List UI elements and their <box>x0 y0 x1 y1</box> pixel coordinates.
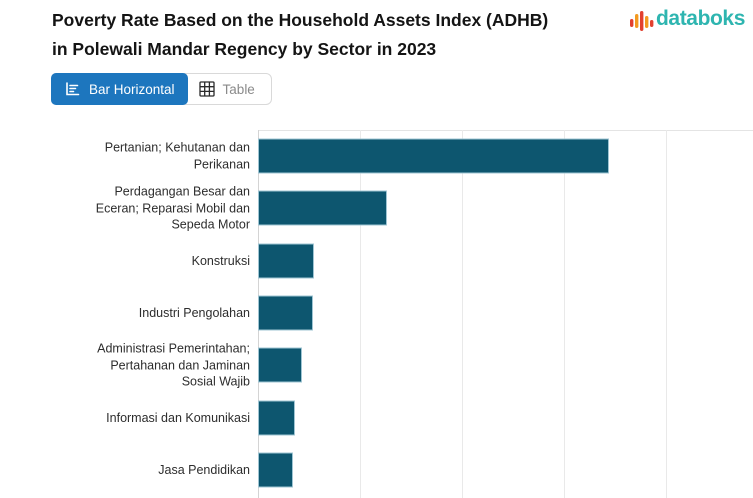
table-label: Table <box>222 81 255 97</box>
chart-row: Perdagangan Besar dan Eceran; Reparasi M… <box>0 182 753 234</box>
chart-row: Pertanian; Kehutanan dan Perikanan <box>0 130 753 182</box>
bar-4[interactable] <box>258 295 313 331</box>
bar-chart: Pertanian; Kehutanan dan Perikanan Perdag… <box>0 130 753 498</box>
chart-row: Jasa Pendidikan <box>0 444 753 496</box>
category-label: Perdagangan Besar dan Eceran; Reparasi M… <box>95 184 250 232</box>
bar-horizontal-icon <box>64 81 81 97</box>
chart-row: Konstruksi <box>0 235 753 287</box>
bar-5[interactable] <box>258 347 302 383</box>
databoks-logo: databoks <box>629 7 745 37</box>
databoks-logo-text: databoks <box>656 7 745 30</box>
x-gridline <box>564 130 565 498</box>
x-gridline <box>462 130 463 498</box>
x-gridline <box>360 130 361 498</box>
category-label: Jasa Pendidikan <box>158 462 250 477</box>
category-label: Administrasi Pemerintahan; Pertahanan da… <box>97 341 250 389</box>
category-label: Konstruksi <box>191 253 250 268</box>
bar-7[interactable] <box>258 452 293 488</box>
chart-row: Industri Pengolahan <box>0 287 753 339</box>
view-toggle: Bar Horizontal Table <box>51 73 272 105</box>
databoks-logo-icon <box>630 11 654 31</box>
bar-3[interactable] <box>258 243 314 279</box>
category-label: Informasi dan Komunikasi <box>106 410 250 425</box>
bar-6[interactable] <box>258 400 295 436</box>
bar-horizontal-label: Bar Horizontal <box>89 81 175 97</box>
x-gridline <box>666 130 667 498</box>
table-view-button[interactable]: Table <box>188 74 271 104</box>
category-label: Industri Pengolahan <box>138 305 250 320</box>
page-title: Poverty Rate Based on the Household Asse… <box>52 10 549 59</box>
bar-2[interactable] <box>258 190 387 226</box>
plot-top-border <box>258 130 753 131</box>
table-icon <box>198 80 216 98</box>
chart-row: Administrasi Pemerintahan; Pertahanan da… <box>0 339 753 391</box>
category-label: Pertanian; Kehutanan dan Perikanan <box>104 140 250 172</box>
chart-row: Informasi dan Komunikasi <box>0 392 753 444</box>
bar-horizontal-view-button[interactable]: Bar Horizontal <box>51 73 188 105</box>
bar-1[interactable] <box>258 138 609 174</box>
